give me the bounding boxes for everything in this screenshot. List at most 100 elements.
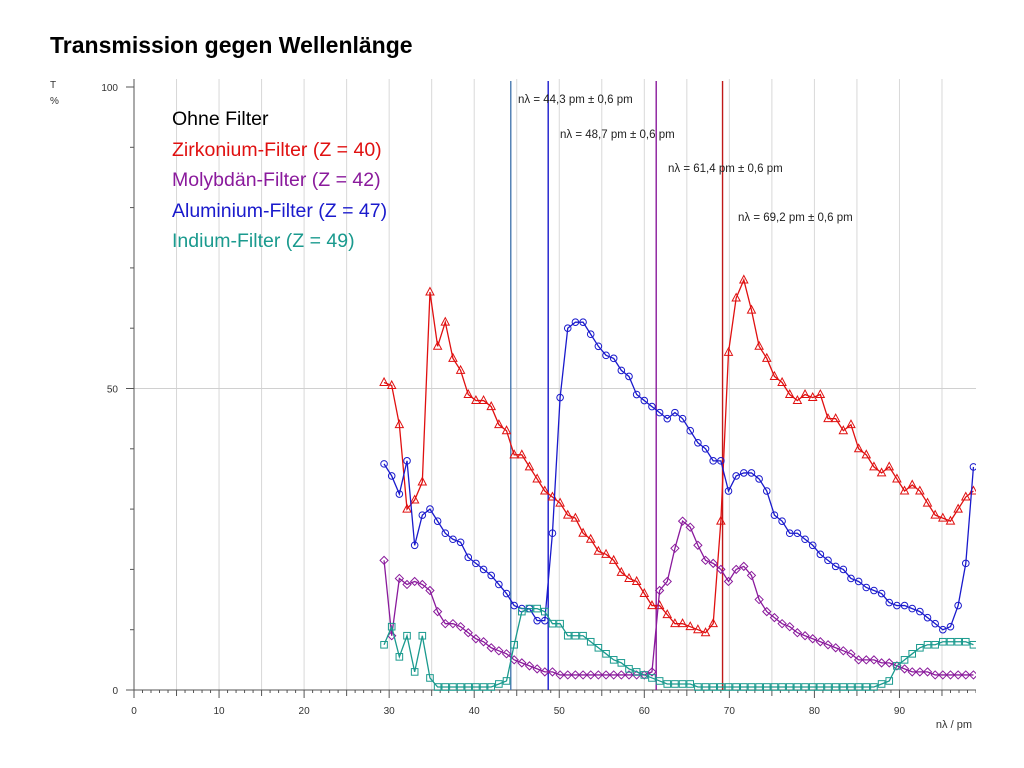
- data-point: [946, 637, 955, 646]
- data-point: [916, 643, 924, 652]
- data-point: [617, 659, 626, 667]
- data-point: [524, 661, 535, 671]
- data-point: [716, 515, 726, 525]
- data-point: [807, 634, 818, 644]
- data-point: [570, 670, 581, 680]
- data-point: [740, 683, 748, 691]
- data-point: [777, 376, 787, 386]
- x-tick-label: 90: [894, 706, 906, 717]
- data-point: [602, 650, 610, 658]
- data-point: [916, 607, 924, 616]
- data-point: [816, 550, 825, 559]
- data-point: [869, 461, 879, 471]
- data-point: [876, 467, 887, 477]
- data-point: [441, 529, 450, 538]
- data-point: [578, 670, 588, 680]
- data-point: [585, 533, 596, 543]
- legend-entry-ohne-filter: Ohne Filter: [172, 108, 269, 130]
- data-point: [709, 683, 717, 691]
- data-point: [670, 543, 680, 554]
- data-point: [900, 656, 909, 664]
- data-point: [885, 677, 894, 685]
- data-point: [761, 352, 772, 362]
- data-point: [464, 683, 473, 691]
- data-point: [579, 631, 587, 640]
- data-point: [380, 460, 388, 468]
- data-point: [417, 579, 428, 590]
- data-point: [517, 658, 527, 668]
- data-point: [449, 683, 457, 691]
- data-point: [922, 667, 933, 677]
- data-point: [854, 577, 863, 586]
- data-point: [432, 606, 443, 617]
- data-point: [677, 516, 688, 526]
- data-point: [700, 627, 711, 637]
- data-point: [968, 670, 976, 680]
- data-point: [724, 487, 733, 495]
- data-point: [456, 538, 465, 547]
- data-point: [379, 376, 389, 386]
- data-point: [586, 330, 595, 339]
- data-point: [900, 601, 909, 610]
- data-point: [525, 604, 534, 613]
- data-point: [762, 487, 771, 495]
- data-point: [922, 497, 933, 507]
- annotation-44-3: nλ = 44,3 pm ± 0,6 pm: [518, 94, 633, 106]
- data-point: [533, 604, 541, 613]
- data-point: [410, 541, 419, 550]
- x-tick-label: 30: [384, 706, 396, 717]
- data-point: [648, 402, 656, 411]
- data-point: [602, 351, 610, 360]
- data-point: [884, 461, 895, 471]
- data-point: [685, 621, 696, 631]
- data-point: [662, 609, 673, 619]
- data-point: [969, 640, 976, 649]
- data-point: [861, 655, 871, 665]
- data-point: [700, 555, 711, 566]
- data-point: [448, 352, 458, 362]
- y-tick-label: 0: [112, 686, 118, 697]
- data-point: [785, 529, 794, 538]
- data-point: [495, 680, 503, 688]
- data-point: [647, 600, 657, 610]
- data-point: [732, 683, 740, 691]
- data-point: [870, 586, 878, 595]
- data-point: [923, 613, 932, 622]
- legend: Ohne Filter Zirkonium-Filter (Z = 40) Mo…: [172, 104, 387, 257]
- data-point: [625, 665, 633, 673]
- data-point: [395, 490, 404, 498]
- data-point: [455, 621, 466, 632]
- data-point: [593, 670, 604, 680]
- data-point: [716, 564, 726, 575]
- data-point: [755, 683, 763, 691]
- x-tick-label: 50: [554, 706, 566, 717]
- series-line: [383, 277, 974, 634]
- data-point: [478, 637, 489, 647]
- data-point: [402, 503, 412, 513]
- data-point: [693, 540, 703, 550]
- data-point: [877, 680, 886, 688]
- data-point: [686, 680, 695, 688]
- data-point: [762, 683, 771, 691]
- data-point: [563, 324, 572, 332]
- data-point: [801, 535, 809, 544]
- y-axis-label-top: T: [50, 80, 57, 91]
- data-point: [777, 618, 787, 629]
- data-point: [671, 408, 679, 417]
- data-point: [838, 425, 849, 435]
- data-point: [571, 631, 580, 640]
- data-point: [464, 553, 473, 562]
- data-point: [425, 585, 435, 596]
- data-point: [548, 619, 557, 628]
- data-point: [908, 604, 917, 613]
- data-point: [693, 624, 703, 634]
- data-point: [740, 469, 748, 477]
- data-point: [915, 485, 925, 495]
- data-point: [579, 318, 587, 326]
- data-point: [709, 457, 717, 465]
- data-point: [533, 616, 541, 625]
- data-point: [830, 643, 841, 653]
- data-point: [923, 640, 932, 649]
- data-point: [640, 671, 649, 679]
- y-tick-label: 50: [107, 385, 119, 396]
